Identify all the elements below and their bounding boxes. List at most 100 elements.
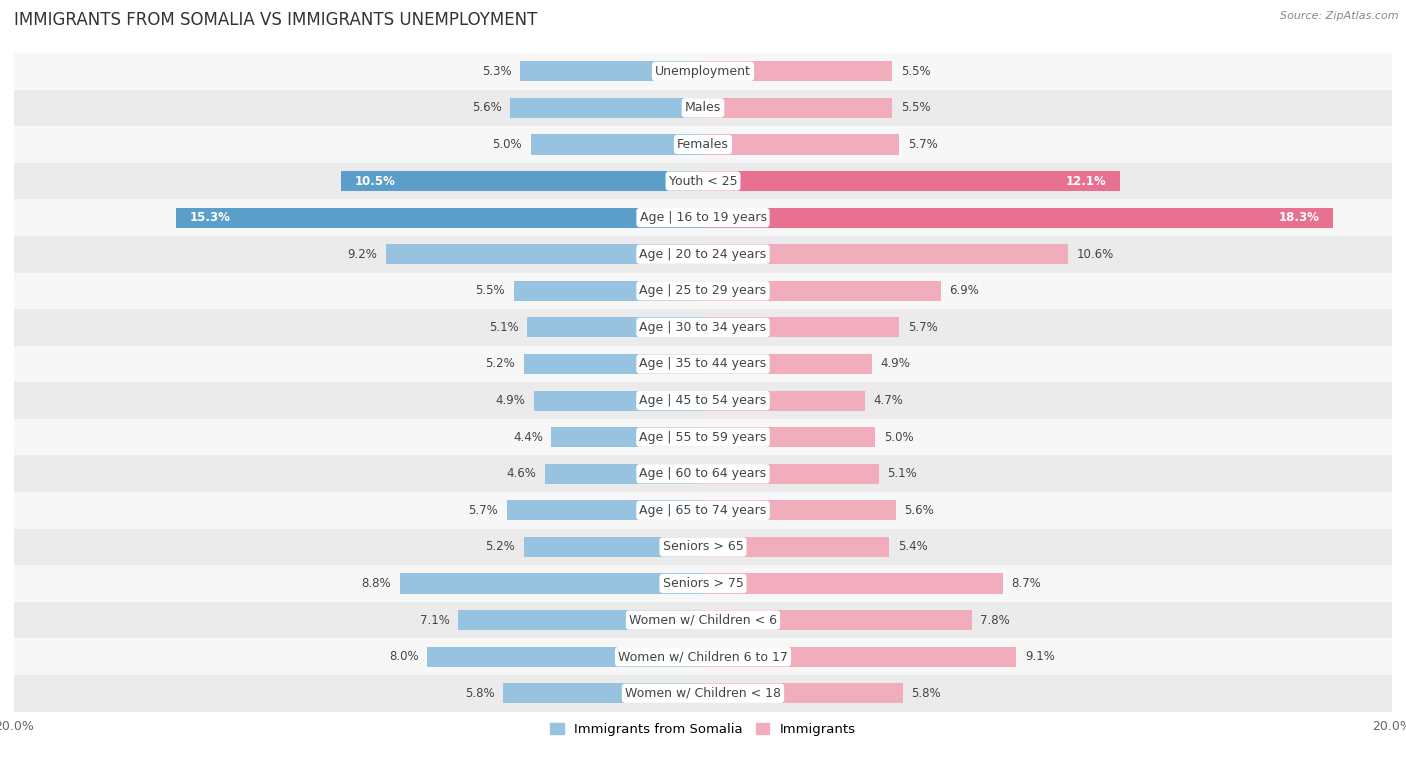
Text: Age | 45 to 54 years: Age | 45 to 54 years [640, 394, 766, 407]
Text: IMMIGRANTS FROM SOMALIA VS IMMIGRANTS UNEMPLOYMENT: IMMIGRANTS FROM SOMALIA VS IMMIGRANTS UN… [14, 11, 537, 30]
Text: 5.4%: 5.4% [897, 540, 928, 553]
Bar [14, 528, 1392, 565]
Bar [703, 500, 896, 520]
Bar [387, 245, 703, 264]
Text: 9.1%: 9.1% [1025, 650, 1054, 663]
Text: 4.9%: 4.9% [496, 394, 526, 407]
Bar [524, 354, 703, 374]
Text: 7.1%: 7.1% [420, 614, 450, 627]
Text: 18.3%: 18.3% [1278, 211, 1320, 224]
Bar [520, 61, 703, 81]
Bar [703, 610, 972, 630]
Bar [14, 492, 1392, 528]
Text: Age | 30 to 34 years: Age | 30 to 34 years [640, 321, 766, 334]
Text: 15.3%: 15.3% [190, 211, 231, 224]
Bar [703, 537, 889, 557]
Text: Males: Males [685, 101, 721, 114]
Bar [703, 646, 1017, 667]
Text: 5.2%: 5.2% [485, 357, 515, 370]
Bar [703, 135, 900, 154]
Text: 4.4%: 4.4% [513, 431, 543, 444]
Bar [14, 638, 1392, 675]
Text: 5.5%: 5.5% [475, 285, 505, 298]
Text: 4.6%: 4.6% [506, 467, 536, 480]
Text: Women w/ Children 6 to 17: Women w/ Children 6 to 17 [619, 650, 787, 663]
Text: Women w/ Children < 18: Women w/ Children < 18 [626, 687, 780, 699]
Text: 7.8%: 7.8% [980, 614, 1010, 627]
Bar [14, 89, 1392, 126]
Text: 12.1%: 12.1% [1066, 175, 1107, 188]
Text: 8.8%: 8.8% [361, 577, 391, 590]
Bar [703, 281, 941, 301]
Legend: Immigrants from Somalia, Immigrants: Immigrants from Somalia, Immigrants [546, 718, 860, 741]
Bar [14, 163, 1392, 199]
Text: 5.1%: 5.1% [887, 467, 917, 480]
Bar [703, 61, 893, 81]
Bar [703, 245, 1069, 264]
Text: 10.6%: 10.6% [1077, 248, 1114, 260]
Bar [14, 675, 1392, 712]
Text: Age | 20 to 24 years: Age | 20 to 24 years [640, 248, 766, 260]
Bar [399, 574, 703, 593]
Bar [14, 273, 1392, 309]
Bar [14, 565, 1392, 602]
Bar [703, 207, 1333, 228]
Bar [551, 427, 703, 447]
Bar [531, 135, 703, 154]
Text: 5.5%: 5.5% [901, 65, 931, 78]
Bar [703, 464, 879, 484]
Bar [703, 171, 1119, 191]
Text: Age | 25 to 29 years: Age | 25 to 29 years [640, 285, 766, 298]
Bar [534, 391, 703, 410]
Bar [14, 419, 1392, 456]
Bar [503, 684, 703, 703]
Text: 5.0%: 5.0% [884, 431, 914, 444]
Text: Unemployment: Unemployment [655, 65, 751, 78]
Text: Age | 60 to 64 years: Age | 60 to 64 years [640, 467, 766, 480]
Text: 5.2%: 5.2% [485, 540, 515, 553]
Text: Source: ZipAtlas.com: Source: ZipAtlas.com [1281, 11, 1399, 21]
Bar [703, 684, 903, 703]
Text: Seniors > 65: Seniors > 65 [662, 540, 744, 553]
Bar [703, 317, 900, 338]
Bar [524, 537, 703, 557]
Text: 4.7%: 4.7% [873, 394, 904, 407]
Bar [703, 98, 893, 118]
Text: 9.2%: 9.2% [347, 248, 377, 260]
Bar [14, 346, 1392, 382]
Text: Age | 65 to 74 years: Age | 65 to 74 years [640, 504, 766, 517]
Bar [427, 646, 703, 667]
Text: 5.8%: 5.8% [911, 687, 941, 699]
Text: 5.6%: 5.6% [472, 101, 502, 114]
Text: 8.0%: 8.0% [389, 650, 419, 663]
Bar [14, 53, 1392, 89]
Text: 5.3%: 5.3% [482, 65, 512, 78]
Bar [14, 236, 1392, 273]
Bar [14, 199, 1392, 236]
Bar [14, 456, 1392, 492]
Text: 5.5%: 5.5% [901, 101, 931, 114]
Text: 5.7%: 5.7% [908, 138, 938, 151]
Bar [14, 602, 1392, 638]
Text: 5.7%: 5.7% [468, 504, 498, 517]
Text: 8.7%: 8.7% [1011, 577, 1040, 590]
Bar [14, 309, 1392, 346]
Bar [14, 126, 1392, 163]
Bar [544, 464, 703, 484]
Bar [703, 427, 875, 447]
Text: 5.1%: 5.1% [489, 321, 519, 334]
Text: 10.5%: 10.5% [356, 175, 396, 188]
Text: 5.7%: 5.7% [908, 321, 938, 334]
Bar [703, 391, 865, 410]
Bar [458, 610, 703, 630]
Bar [513, 281, 703, 301]
Text: 5.6%: 5.6% [904, 504, 934, 517]
Bar [342, 171, 703, 191]
Bar [176, 207, 703, 228]
Bar [506, 500, 703, 520]
Text: Women w/ Children < 6: Women w/ Children < 6 [628, 614, 778, 627]
Text: 6.9%: 6.9% [949, 285, 979, 298]
Text: Youth < 25: Youth < 25 [669, 175, 737, 188]
Text: Age | 35 to 44 years: Age | 35 to 44 years [640, 357, 766, 370]
Text: 4.9%: 4.9% [880, 357, 910, 370]
